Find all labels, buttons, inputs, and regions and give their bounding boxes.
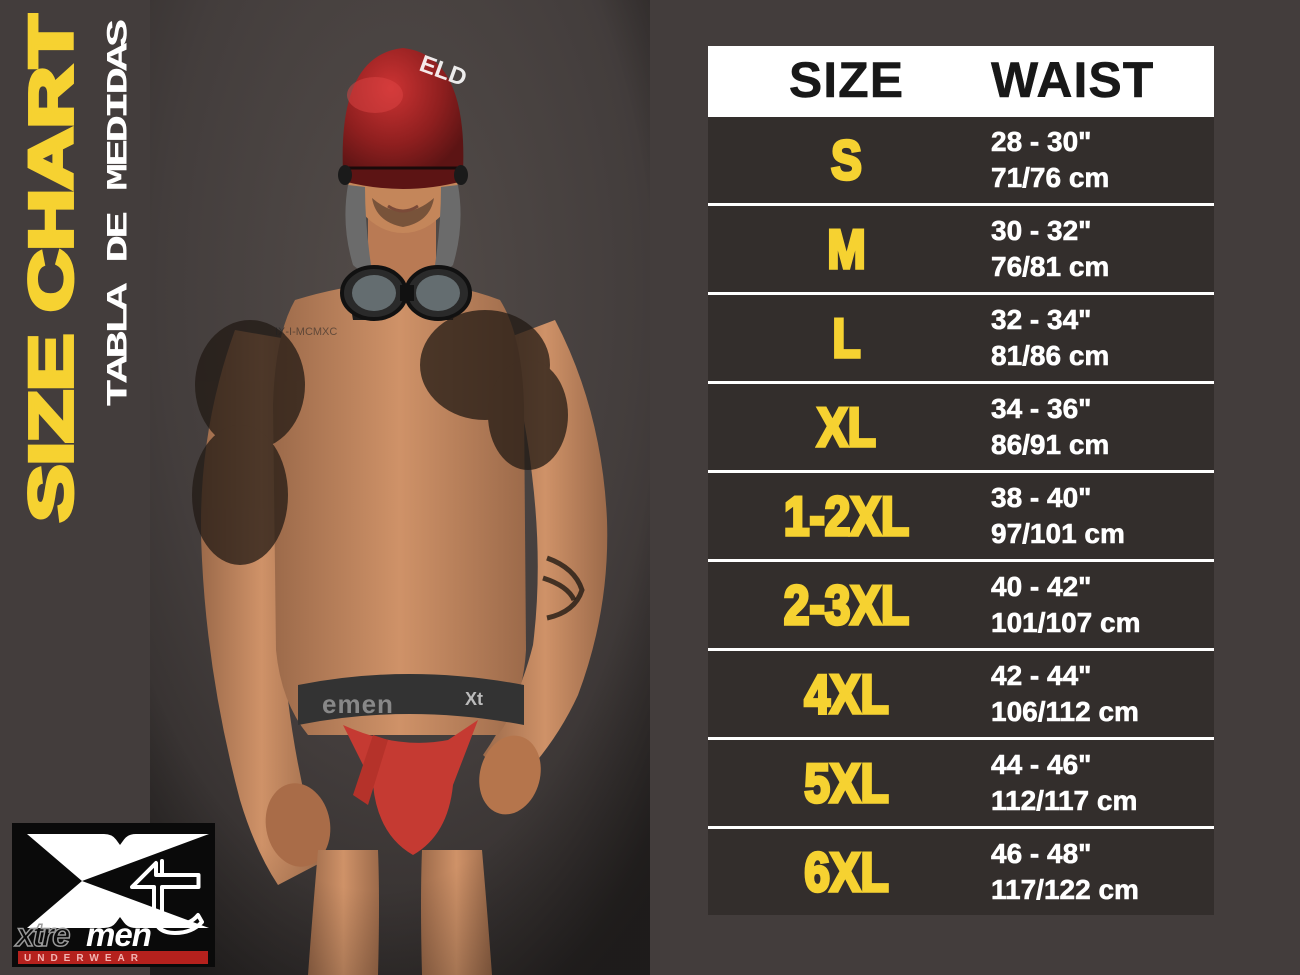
svg-text:men: men [86, 916, 151, 953]
svg-text:xtre: xtre [14, 916, 70, 953]
svg-text:UNDERWEAR: UNDERWEAR [24, 953, 144, 964]
